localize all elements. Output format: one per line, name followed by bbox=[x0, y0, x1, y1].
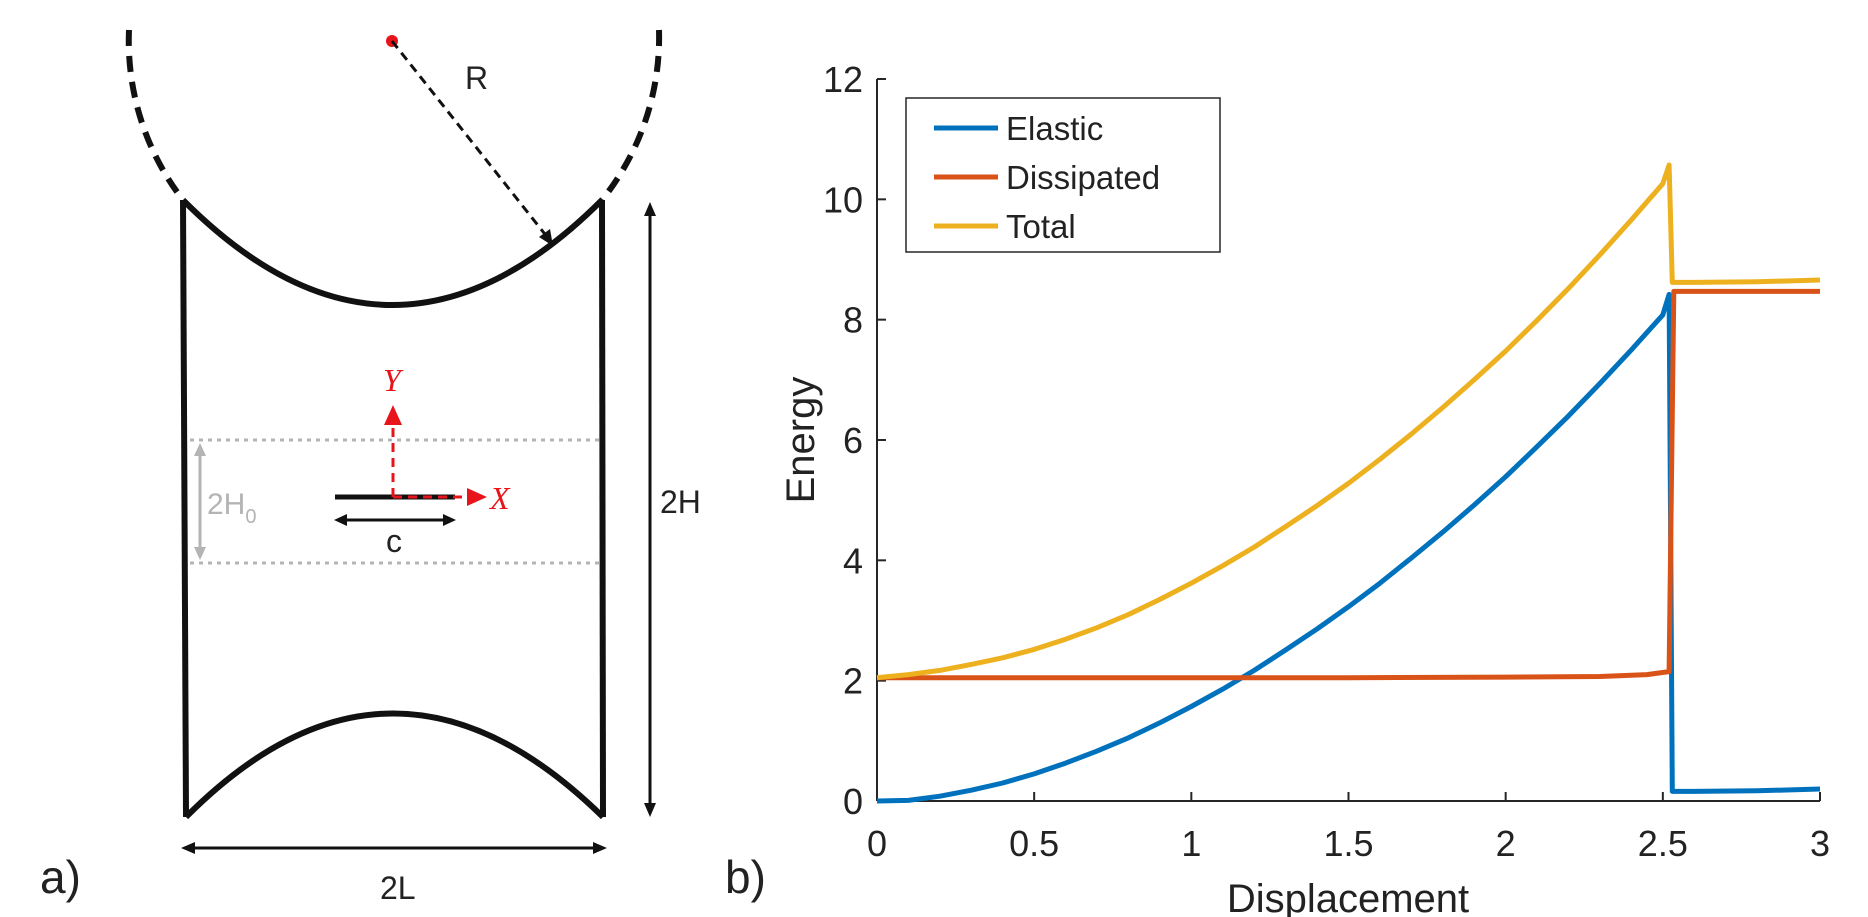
x-tick-label: 2 bbox=[1496, 823, 1516, 864]
width-arrowhead-left bbox=[181, 842, 195, 854]
crack-arrowhead-left bbox=[334, 514, 347, 526]
x-tick-label: 0.5 bbox=[1009, 823, 1059, 864]
y-axis-title: Energy bbox=[779, 377, 823, 504]
x-tick-label: 0 bbox=[867, 823, 887, 864]
x-axis-label: X bbox=[488, 480, 511, 516]
y-axis-arrowhead bbox=[384, 405, 402, 425]
roller-dashed-arc-right bbox=[599, 29, 663, 202]
width-label: 2L bbox=[380, 870, 416, 906]
band-arrowhead-top bbox=[194, 443, 206, 456]
height-arrowhead-top bbox=[644, 202, 656, 216]
y-tick-label: 12 bbox=[823, 59, 863, 100]
x-tick-label: 1 bbox=[1181, 823, 1201, 864]
y-tick-label: 0 bbox=[843, 781, 863, 822]
x-tick-label: 2.5 bbox=[1638, 823, 1688, 864]
radius-arrow-line bbox=[390, 40, 550, 239]
legend-label-total: Total bbox=[1006, 208, 1076, 245]
series-line-total bbox=[876, 162, 1821, 681]
x-tick-label: 3 bbox=[1810, 823, 1830, 864]
roller-dashed-arc-left bbox=[125, 29, 186, 202]
legend-label-dissipated: Dissipated bbox=[1006, 159, 1160, 196]
panel-a-schematic: R 2H0 Y X c 2H 2L a) bbox=[40, 29, 701, 906]
x-axis-arrowhead bbox=[467, 488, 487, 506]
panel-b-label: b) bbox=[725, 851, 766, 903]
y-tick-label: 4 bbox=[843, 540, 863, 581]
width-arrowhead-right bbox=[593, 842, 607, 854]
specimen-bottom-arc bbox=[183, 710, 606, 820]
crack-arrowhead-right bbox=[443, 514, 456, 526]
specimen-left-edge bbox=[180, 199, 189, 818]
panel-a-label: a) bbox=[40, 851, 81, 903]
legend: Elastic Dissipated Total bbox=[905, 97, 1221, 253]
y-tick-label: 8 bbox=[843, 300, 863, 341]
band-arrowhead-bottom bbox=[194, 547, 206, 560]
y-axis-label: Y bbox=[383, 362, 404, 398]
series-line-elastic bbox=[876, 291, 1821, 804]
radius-arrowhead bbox=[539, 229, 553, 246]
height-label: 2H bbox=[660, 484, 701, 520]
x-tick-label: 1.5 bbox=[1323, 823, 1373, 864]
x-axis-title: Displacement bbox=[1227, 877, 1469, 917]
height-arrowhead-bottom bbox=[644, 803, 656, 817]
y-tick-label: 10 bbox=[823, 179, 863, 220]
specimen-right-edge bbox=[599, 199, 606, 818]
legend-label-elastic: Elastic bbox=[1006, 110, 1103, 147]
panel-b-chart: b) 0 0.5 1 1.5 2 2.5 3 0 2 4 6 8 10 12 Displacement E… bbox=[725, 59, 1830, 917]
y-tick-label: 6 bbox=[843, 420, 863, 461]
band-height-label: 2H0 bbox=[207, 488, 256, 528]
plot-series bbox=[876, 162, 1821, 804]
axis-ticks: 0 0.5 1 1.5 2 2.5 3 0 2 4 6 8 10 12 bbox=[823, 59, 1830, 864]
specimen-top-arc bbox=[180, 197, 605, 308]
radius-label: R bbox=[465, 60, 488, 96]
series-line-dissipated bbox=[877, 288, 1820, 681]
y-tick-label: 2 bbox=[843, 661, 863, 702]
crack-length-label: c bbox=[386, 523, 402, 559]
